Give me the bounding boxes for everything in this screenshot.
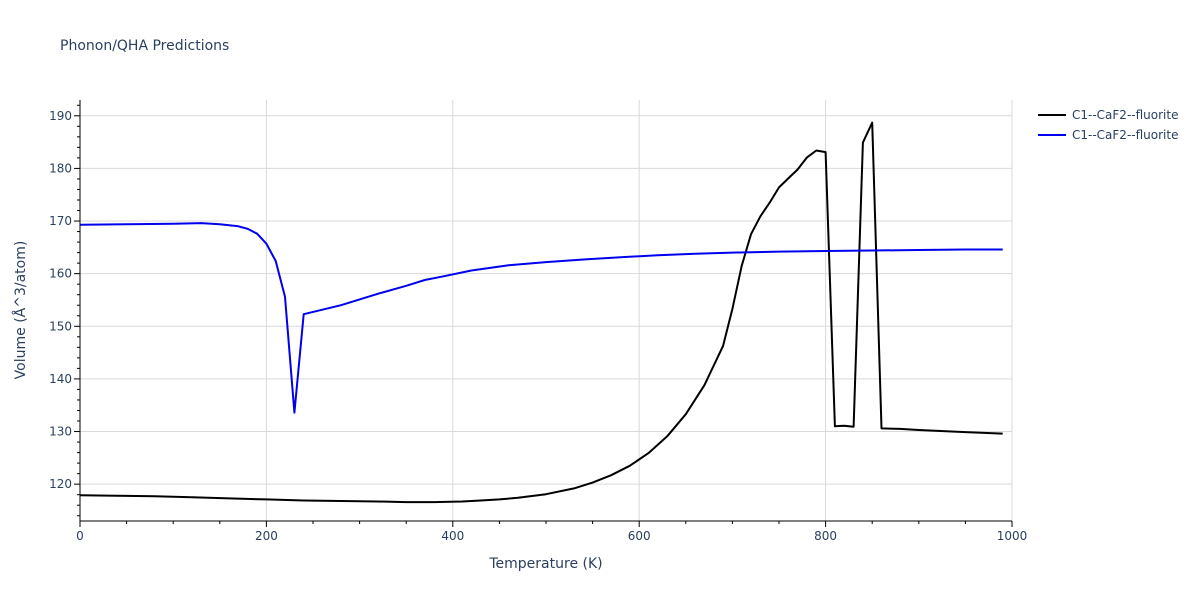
y-tick-label: 120: [49, 477, 72, 491]
chart-title: Phonon/QHA Predictions: [60, 38, 229, 54]
x-tick-label: 600: [628, 529, 651, 543]
y-tick-label: 130: [49, 425, 72, 439]
x-tick-label: 400: [441, 529, 464, 543]
x-tick-label: 0: [76, 529, 84, 543]
series-line-1: [79, 222, 1003, 414]
y-tick-label: 140: [49, 372, 72, 386]
x-tick-label: 1000: [997, 529, 1028, 543]
legend-label: C1--CaF2--fluorite: [1072, 128, 1178, 142]
x-tick-label: 800: [814, 529, 837, 543]
tick-labels: 0 200 400 600 800 1000 120 130 140 150 160 170 180 19…: [49, 109, 1027, 543]
y-tick-label: 190: [49, 109, 72, 123]
legend-item-0[interactable]: C1--CaF2--fluorite: [1038, 108, 1178, 122]
y-tick-label: 160: [49, 267, 72, 281]
y-tick-label: 180: [49, 161, 72, 175]
axes: [74, 100, 1013, 527]
y-tick-label: 170: [49, 214, 72, 228]
legend-label: C1--CaF2--fluorite: [1072, 108, 1178, 122]
series-group: [79, 121, 1003, 504]
legend-item-1[interactable]: C1--CaF2--fluorite: [1038, 128, 1178, 142]
x-axis-label: Temperature (K): [488, 556, 602, 572]
legend[interactable]: C1--CaF2--fluorite C1--CaF2--fluorite: [1038, 108, 1178, 142]
x-tick-label: 200: [255, 529, 278, 543]
y-axis-label: Volume (Å^3/atom): [12, 241, 29, 380]
grid-lines: [79, 100, 1013, 521]
series-line-0: [79, 121, 1003, 504]
y-tick-label: 150: [49, 319, 72, 333]
